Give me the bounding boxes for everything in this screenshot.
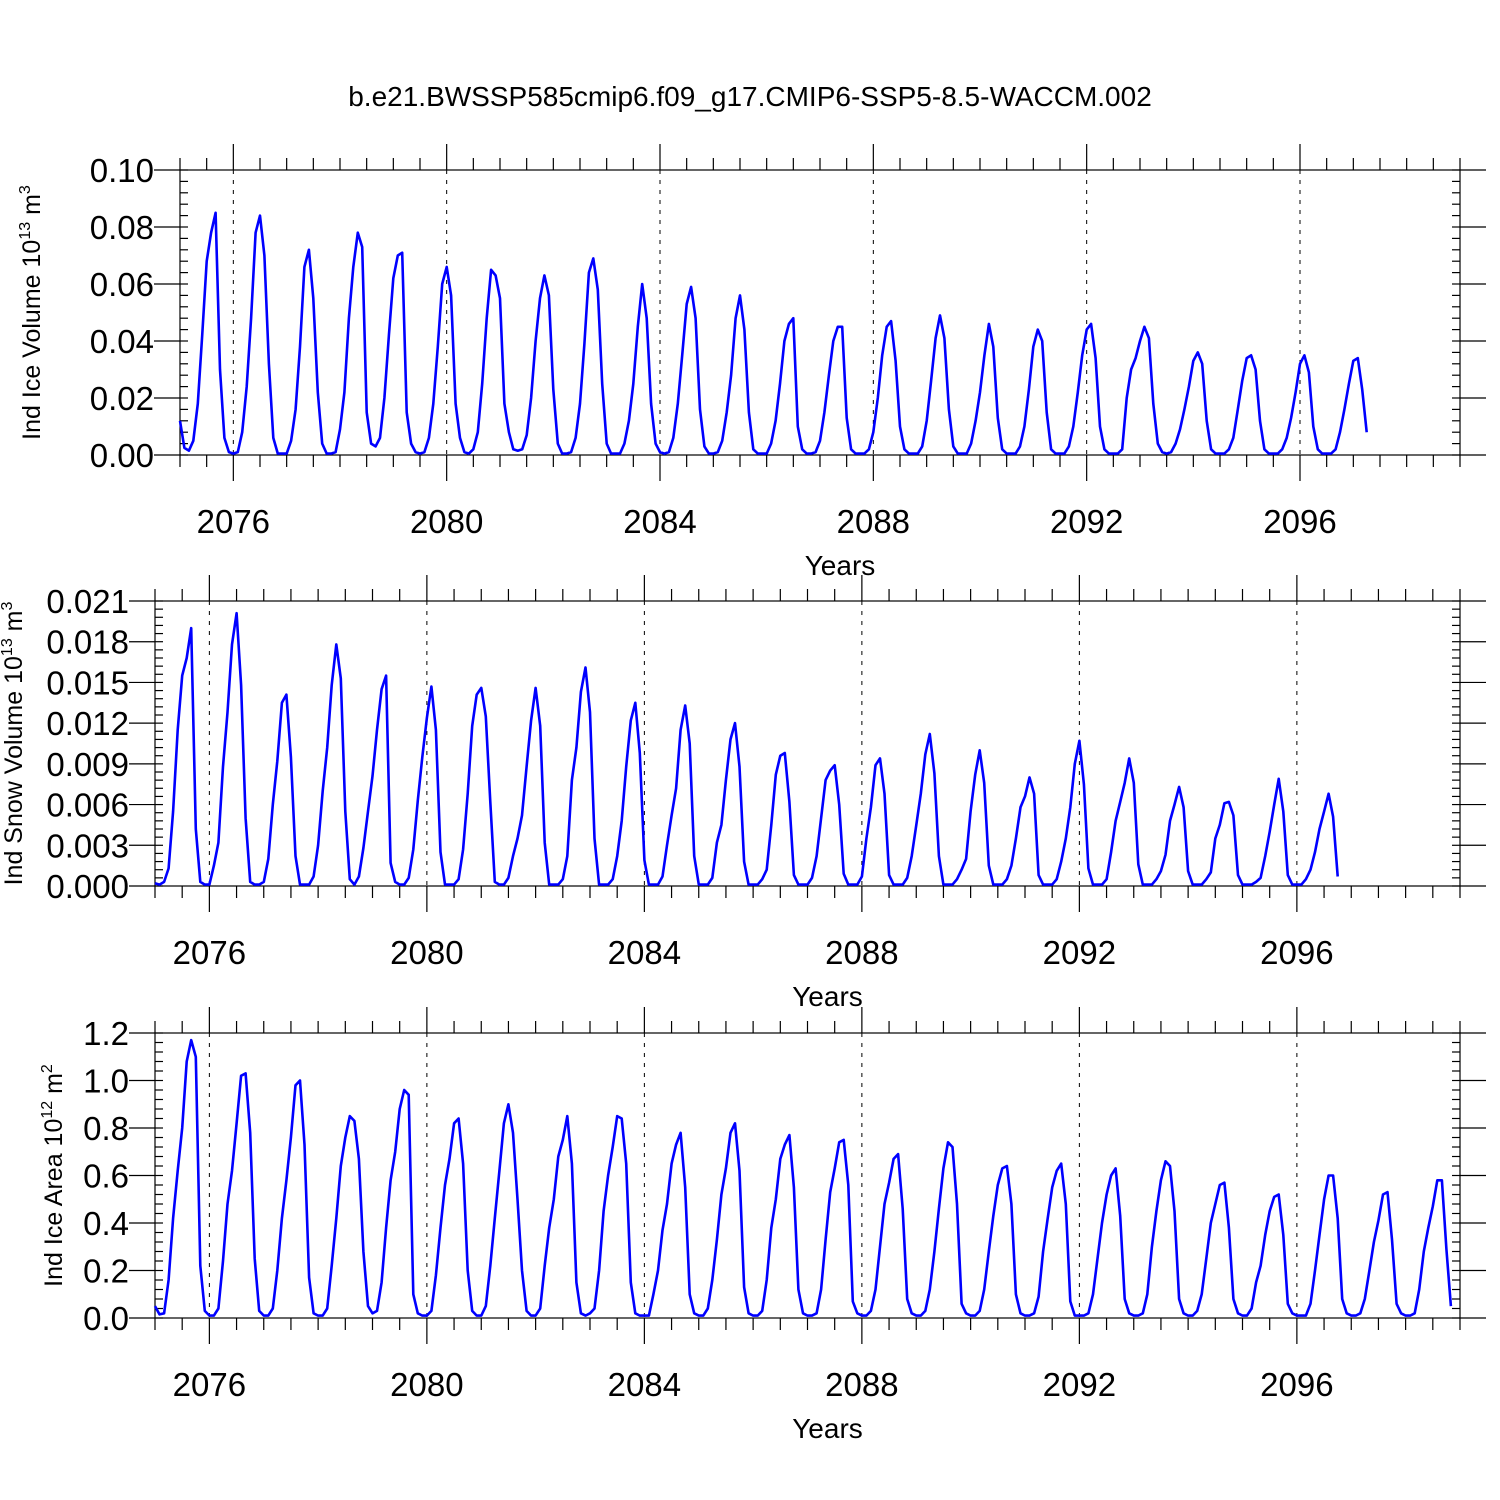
y-tick-label: 0.04 (90, 323, 154, 360)
series-line (154, 611, 1339, 886)
y-axis-title-main: Ind Ice Volume 10 (18, 240, 46, 440)
y-tick-label: 0.015 (46, 664, 129, 701)
y-axis-title-exp: 13 (17, 222, 34, 240)
y-axis-title-unit: m (40, 1073, 68, 1101)
y-axis-title-main: Ind Snow Volume 10 (0, 656, 28, 885)
y-tick-label: 0.6 (83, 1158, 129, 1195)
y-tick-label: 0.08 (90, 209, 154, 246)
x-tick-label: 2080 (390, 1366, 463, 1403)
y-tick-label: 0.006 (46, 787, 129, 824)
y-tick-label: 0.000 (46, 868, 129, 905)
y-axis-title-unit-exp: 2 (39, 1064, 56, 1073)
y-axis-title-main: Ind Ice Area 10 (40, 1119, 68, 1287)
x-tick-label: 2076 (197, 503, 270, 540)
y-axis-title-unit-exp: 3 (0, 602, 16, 611)
x-axis-title: Years (792, 1413, 863, 1444)
figure-title: b.e21.BWSSP585cmip6.f09_g17.CMIP6-SSP5-8… (348, 81, 1152, 112)
x-tick-label: 2080 (410, 503, 483, 540)
x-tick-label: 2096 (1260, 934, 1333, 971)
x-tick-label: 2088 (825, 1366, 898, 1403)
x-tick-label: 2076 (173, 934, 246, 971)
y-axis-title-exp: 12 (39, 1101, 56, 1119)
y-tick-label: 1.2 (83, 1015, 129, 1052)
x-tick-label: 2096 (1260, 1366, 1333, 1403)
y-tick-label: 0.2 (83, 1253, 129, 1290)
chart-panel-1: 2076 2080 2084 2088 2092 2096 0.00 0.02 0.04 0.06… (17, 144, 1486, 581)
chart-panel-3: 2076 2080 2084 2088 2092 2096 0.0 0.2 0.4 0.6 0.8 1… (39, 1007, 1486, 1444)
x-tick-label: 2096 (1263, 503, 1336, 540)
x-tick-label: 2088 (837, 503, 910, 540)
y-tick-label: 0.00 (90, 437, 154, 474)
plot-frame (154, 600, 1461, 887)
x-tick-label: 2088 (825, 934, 898, 971)
y-tick-label: 0.009 (46, 746, 129, 783)
y-tick-label: 0.021 (46, 583, 129, 620)
plot-frame (154, 1032, 1461, 1319)
y-axis-title: Ind Ice Area 1012 m2 (39, 1064, 68, 1287)
y-tick-label: 0.018 (46, 624, 129, 661)
y-axis-title: Ind Ice Volume 1013 m3 (17, 185, 46, 440)
y-axis-title-unit: m (0, 611, 28, 639)
y-axis-title-unit-exp: 3 (17, 185, 34, 194)
series-line (178, 211, 1368, 455)
x-tick-label: 2076 (173, 1366, 246, 1403)
y-axis-title-unit: m (18, 194, 46, 222)
y-tick-label: 0.06 (90, 266, 154, 303)
x-tick-label: 2084 (608, 934, 681, 971)
x-tick-label: 2084 (608, 1366, 681, 1403)
plot-frame (179, 169, 1461, 456)
x-tick-label: 2092 (1043, 1366, 1116, 1403)
y-tick-label: 0.10 (90, 152, 154, 189)
series-line (153, 1038, 1453, 1317)
x-axis-title: Years (805, 550, 876, 581)
y-tick-label: 0.4 (83, 1205, 129, 1242)
x-axis-title: Years (792, 981, 863, 1012)
panels: 2076 2080 2084 2088 2092 20960.000.020.040.06… (0, 144, 1486, 1444)
y-tick-label: 0.02 (90, 380, 154, 417)
y-tick-label: 0.0 (83, 1300, 129, 1337)
x-tick-label: 2080 (390, 934, 463, 971)
y-tick-label: 0.012 (46, 705, 129, 742)
y-tick-label: 0.003 (46, 827, 129, 864)
y-tick-label: 1.0 (83, 1063, 129, 1100)
y-tick-label: 0.8 (83, 1110, 129, 1147)
y-axis-title-exp: 13 (0, 638, 16, 656)
x-tick-label: 2092 (1050, 503, 1123, 540)
x-tick-label: 2084 (623, 503, 696, 540)
y-axis-title: Ind Snow Volume 1013 m3 (0, 602, 28, 886)
x-tick-label: 2092 (1043, 934, 1116, 971)
